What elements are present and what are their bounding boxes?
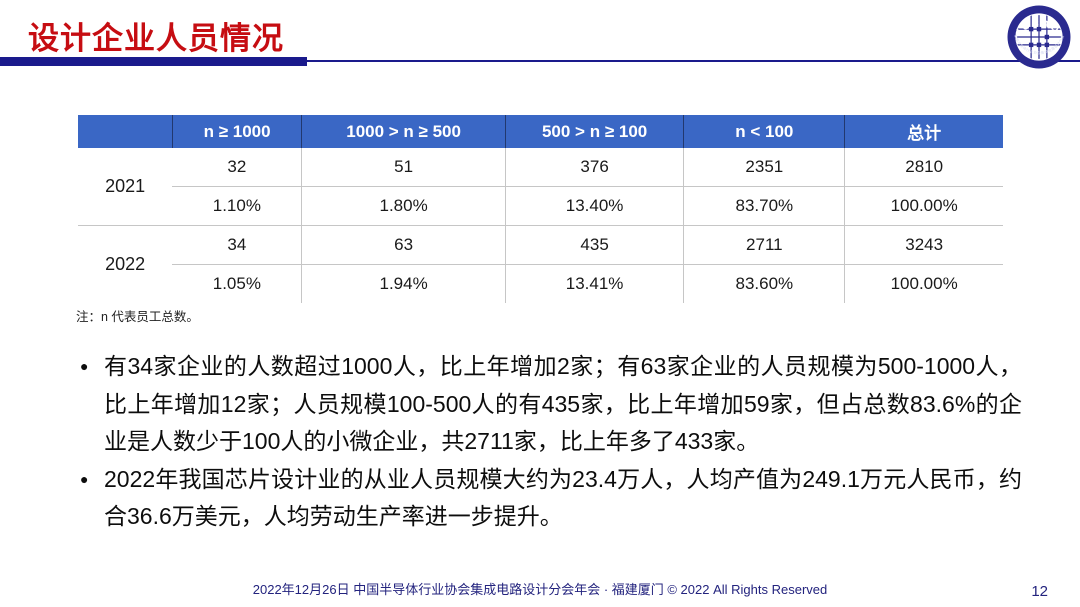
cell: 83.70% xyxy=(683,186,845,226)
cell: 2810 xyxy=(844,148,1003,187)
bullet-item: 2022年我国芯片设计业的从业人员规模大约为23.4万人，人均产值为249.1万… xyxy=(80,461,1022,536)
cell: 100.00% xyxy=(844,264,1003,303)
page-number: 12 xyxy=(1031,583,1048,600)
iccad-logo-icon: ICCAD 中国半导体行业协会集成电路设计分会 xyxy=(1007,5,1071,69)
cell: 435 xyxy=(504,225,684,265)
cell: 34 xyxy=(172,225,302,265)
table-header-row: n ≥ 1000 1000 > n ≥ 500 500 > n ≥ 100 n … xyxy=(78,115,1003,148)
table-row-2022-percents: 1.05% 1.94% 13.41% 83.60% 100.00% xyxy=(78,264,1003,303)
personnel-table: n ≥ 1000 1000 > n ≥ 500 500 > n ≥ 100 n … xyxy=(78,115,1003,303)
title-underline-thick xyxy=(0,57,307,66)
page-title: 设计企业人员情况 xyxy=(28,21,284,56)
table-footnote: 注：n 代表员工总数。 xyxy=(76,310,199,324)
cell: 63 xyxy=(301,225,506,265)
bullet-item: 有34家企业的人数超过1000人，比上年增加2家；有63家企业的人员规模为500… xyxy=(80,348,1022,461)
header-n-lt-100: n < 100 xyxy=(683,115,846,148)
cell: 1.05% xyxy=(172,264,302,303)
header-total: 总计 xyxy=(844,115,1003,148)
cell: 13.41% xyxy=(504,264,684,303)
cell: 1.10% xyxy=(172,186,302,226)
table-row-2022-counts: 2022 34 63 435 2711 3243 xyxy=(78,225,1003,303)
header-1000-500: 1000 > n ≥ 500 xyxy=(301,115,506,148)
cell: 32 xyxy=(172,148,302,187)
cell: 3243 xyxy=(844,225,1003,265)
header-500-100: 500 > n ≥ 100 xyxy=(505,115,685,148)
year-label-2021: 2021 xyxy=(78,148,173,226)
cell: 13.40% xyxy=(504,186,684,226)
cell: 51 xyxy=(301,148,506,187)
title-underline-thin xyxy=(0,60,1080,62)
footer-text: 2022年12月26日 中国半导体行业协会集成电路设计分会年会 · 福建厦门 ©… xyxy=(252,582,828,597)
cell: 100.00% xyxy=(844,186,1003,226)
table-row-2021-percents: 1.10% 1.80% 13.40% 83.70% 100.00% xyxy=(78,186,1003,226)
cell: 2351 xyxy=(683,148,845,187)
cell: 376 xyxy=(504,148,684,187)
cell: 83.60% xyxy=(683,264,845,303)
table-row-2021-counts: 2021 32 51 376 2351 2810 xyxy=(78,148,1003,226)
header-empty xyxy=(78,115,173,148)
cell: 1.94% xyxy=(301,264,506,303)
header-n-ge-1000: n ≥ 1000 xyxy=(172,115,303,148)
bullet-list: 有34家企业的人数超过1000人，比上年增加2家；有63家企业的人员规模为500… xyxy=(80,348,1022,536)
cell: 2711 xyxy=(683,225,845,265)
year-label-2022: 2022 xyxy=(78,225,173,303)
cell: 1.80% xyxy=(301,186,506,226)
